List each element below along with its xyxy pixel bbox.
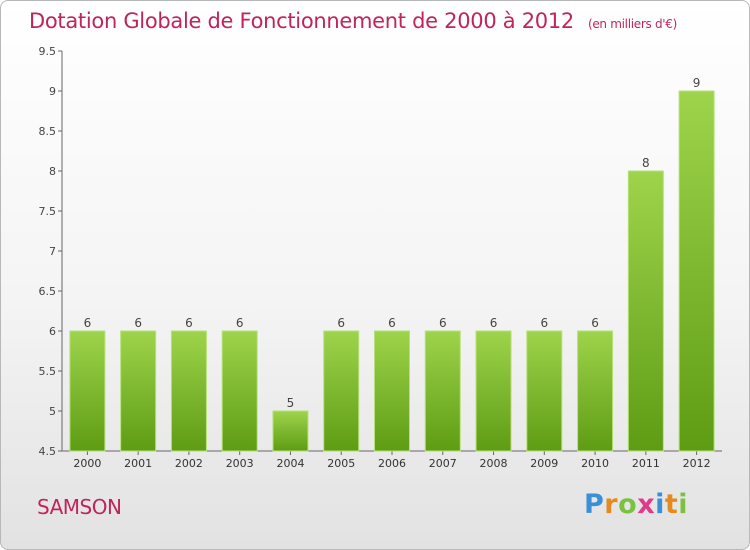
y-tick-label: 9.5 xyxy=(39,45,57,58)
commune-name: SAMSON xyxy=(37,495,122,519)
bar-value-label: 6 xyxy=(388,316,396,330)
logo-letter: o xyxy=(618,489,638,520)
proxiti-logo: Proxiti xyxy=(584,489,688,520)
bar xyxy=(374,330,410,452)
bar-value-label: 6 xyxy=(337,316,345,330)
x-tick-label: 2012 xyxy=(683,457,711,470)
bar xyxy=(69,330,106,452)
x-tick-label: 2007 xyxy=(429,457,457,470)
unit-label: (en milliers d'€) xyxy=(587,17,677,31)
y-tick-label: 7 xyxy=(49,245,56,258)
bars xyxy=(69,90,715,452)
bar xyxy=(272,410,309,452)
bar-value-label: 6 xyxy=(490,316,498,330)
bar xyxy=(475,330,512,452)
logo-letter: x xyxy=(637,489,656,520)
x-tick-label: 2005 xyxy=(327,457,355,470)
y-tick-label: 5 xyxy=(49,405,56,418)
x-tick-label: 2000 xyxy=(73,457,101,470)
bar-value-label: 6 xyxy=(134,316,142,330)
axes: 4.5 5 5.5 6 6.5 7 7.5 8 8.5 9 9.5 2000 2001 2002 2003 2… xyxy=(39,45,722,470)
y-tick-label: 9 xyxy=(49,85,56,98)
chart-title-text: Dotation Globale de Fonctionnement de 20… xyxy=(29,9,574,33)
logo-letter: r xyxy=(604,489,619,520)
bar-value-label: 6 xyxy=(185,316,193,330)
x-tick-label: 2004 xyxy=(276,457,304,470)
bar-value-label: 6 xyxy=(540,316,548,330)
bar-value-label: 6 xyxy=(236,316,244,330)
y-tick-label: 8.5 xyxy=(39,125,57,138)
logo-letter: P xyxy=(584,489,605,520)
x-tick-label: 2009 xyxy=(530,457,558,470)
x-tick-label: 2010 xyxy=(581,457,609,470)
y-tick-label: 4.5 xyxy=(39,445,57,458)
bar xyxy=(120,330,157,452)
chart-title: Dotation Globale de Fonctionnement de 20… xyxy=(29,9,677,33)
y-tick-label: 6.5 xyxy=(39,285,57,298)
y-tick-label: 8 xyxy=(49,165,56,178)
y-tick-label: 6 xyxy=(49,325,56,338)
logo-letter: i xyxy=(655,489,665,520)
x-tick-label: 2006 xyxy=(378,457,406,470)
x-tick-label: 2003 xyxy=(226,457,254,470)
bar xyxy=(323,330,360,452)
bar-value-label: 5 xyxy=(287,396,295,410)
y-tick-label: 7.5 xyxy=(39,205,57,218)
bar xyxy=(170,330,207,452)
bar-value-label: 6 xyxy=(84,316,92,330)
bar xyxy=(577,330,614,452)
bar-value-label: 8 xyxy=(642,156,650,170)
logo-letter: t xyxy=(664,489,679,520)
x-tick-label: 2002 xyxy=(175,457,203,470)
bar xyxy=(526,330,563,452)
bar-value-label: 6 xyxy=(591,316,599,330)
logo-letter: i xyxy=(678,489,689,520)
bar-value-labels: 6 6 6 6 5 6 6 6 6 6 6 8 9 xyxy=(84,76,701,410)
bar xyxy=(221,330,258,452)
bar-value-label: 6 xyxy=(439,316,447,330)
bar xyxy=(678,90,715,452)
x-tick-label: 2011 xyxy=(632,457,660,470)
bar xyxy=(627,170,664,452)
bar-value-label: 9 xyxy=(693,76,701,90)
y-tick-label: 5.5 xyxy=(39,365,57,378)
bar xyxy=(424,330,461,452)
x-tick-label: 2008 xyxy=(480,457,508,470)
x-tick-label: 2001 xyxy=(124,457,152,470)
